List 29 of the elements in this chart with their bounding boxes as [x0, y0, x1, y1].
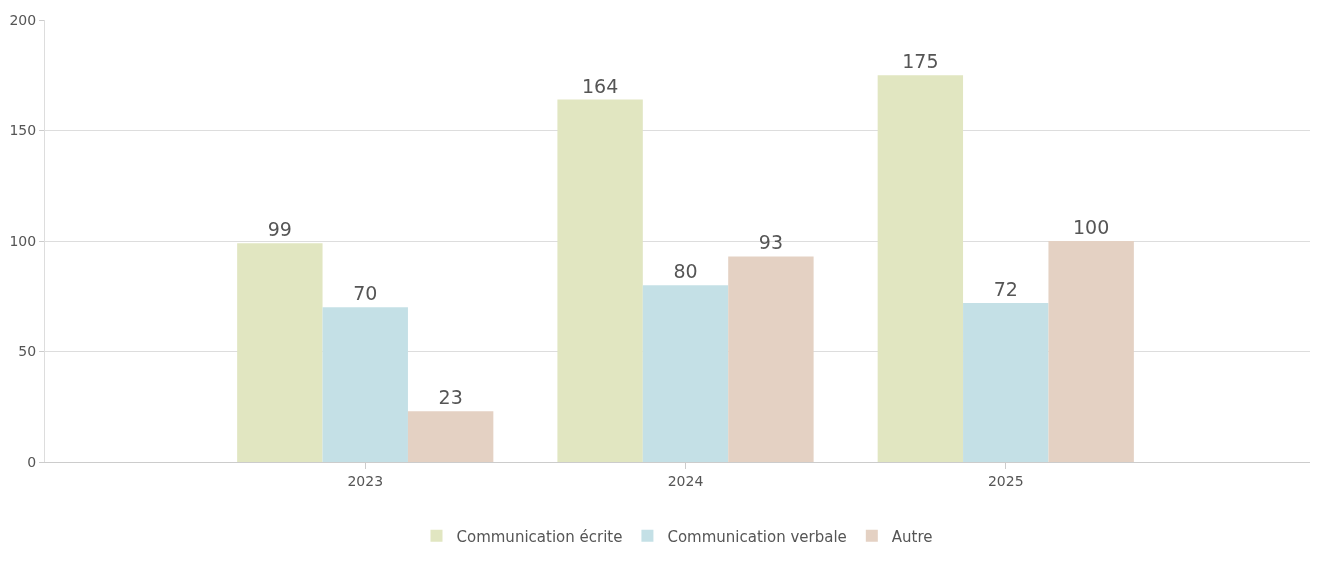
- legend-label: Communication verbale: [667, 527, 847, 546]
- bar: [1048, 241, 1134, 462]
- y-tick-label: 100: [9, 232, 37, 249]
- data-label: 164: [581, 74, 619, 97]
- bar: [237, 243, 323, 462]
- x-tick-label: 2024: [667, 472, 704, 489]
- data-label: 70: [353, 282, 378, 305]
- data-label: 80: [673, 260, 698, 283]
- bar: [728, 256, 814, 462]
- bar: [877, 75, 964, 462]
- data-label: 100: [1073, 216, 1110, 238]
- bar: [322, 307, 408, 462]
- y-tick-label: 150: [9, 122, 37, 139]
- x-tick-label: 2025: [987, 472, 1024, 489]
- y-tick-label: 0: [27, 453, 37, 470]
- data-label: 99: [267, 218, 292, 241]
- data-label: 23: [438, 386, 463, 409]
- bar: [963, 302, 1049, 462]
- y-tick-label: 50: [18, 343, 37, 360]
- data-label: 93: [758, 231, 783, 254]
- legend-label: Communication écrite: [456, 527, 623, 546]
- bar: [557, 99, 643, 462]
- legend-label: Autre: [891, 527, 933, 546]
- x-tick-label: 2023: [347, 472, 384, 489]
- bar: [642, 285, 729, 462]
- bar: [407, 411, 494, 462]
- y-tick-label: 200: [9, 11, 37, 28]
- data-label: 72: [993, 277, 1018, 300]
- data-label: 175: [902, 50, 939, 73]
